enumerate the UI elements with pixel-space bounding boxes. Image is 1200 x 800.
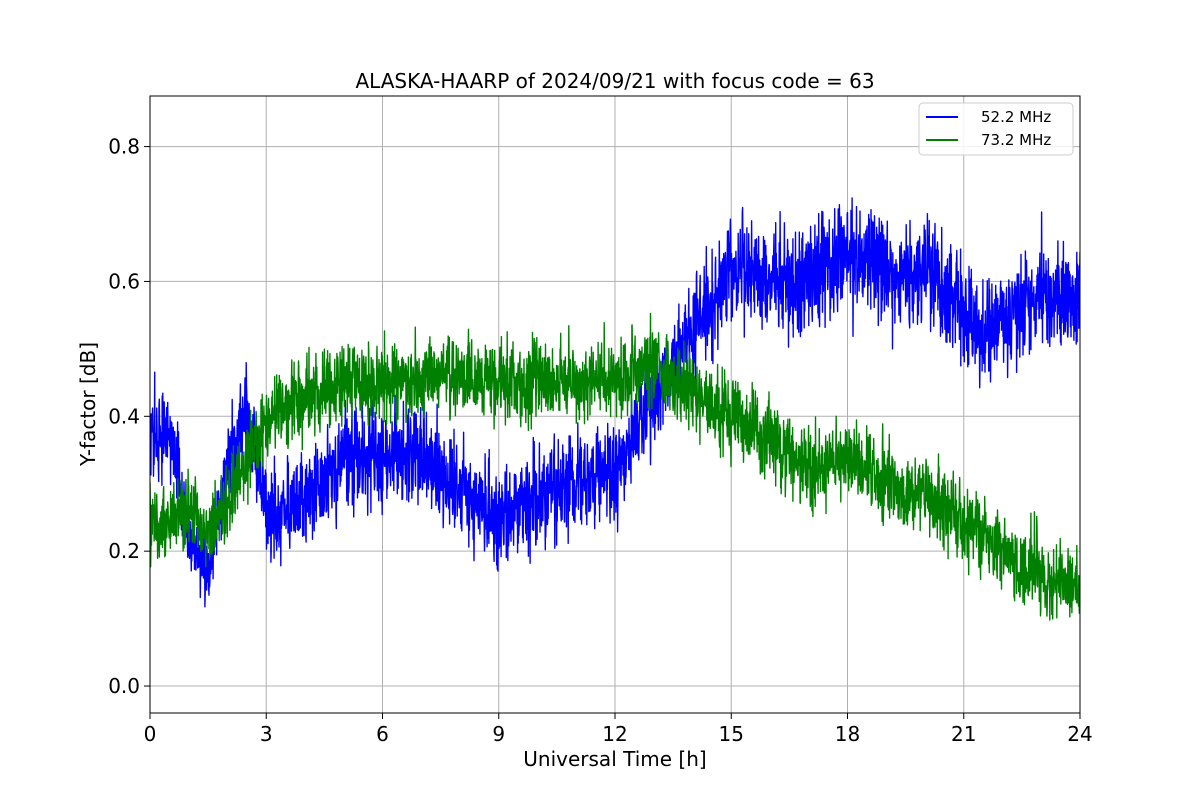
x-tick-label: 24 xyxy=(1067,722,1092,746)
series-line-52-2-mhz xyxy=(150,197,1080,608)
series-layer xyxy=(150,197,1080,621)
x-tick-label: 12 xyxy=(602,722,627,746)
legend-label-52-2-mhz: 52.2 MHz xyxy=(981,108,1051,126)
series-line-73-2-mhz xyxy=(150,312,1080,621)
y-tick-label: 0.4 xyxy=(108,404,140,428)
legend-label-73-2-mhz: 73.2 MHz xyxy=(981,131,1051,149)
x-axis-label: Universal Time [h] xyxy=(523,747,706,771)
y-tick-label: 0.6 xyxy=(108,269,140,293)
chart-title: ALASKA-HAARP of 2024/09/21 with focus co… xyxy=(355,69,874,93)
x-tick-label: 3 xyxy=(260,722,273,746)
x-axis-ticks: 0 3 6 9 12 15 18 21 24 xyxy=(144,713,1093,746)
x-tick-label: 21 xyxy=(951,722,976,746)
y-axis-label: Y-factor [dB] xyxy=(76,342,100,467)
y-tick-label: 0.2 xyxy=(108,539,140,563)
x-tick-label: 18 xyxy=(835,722,860,746)
x-tick-label: 0 xyxy=(144,722,157,746)
x-tick-label: 6 xyxy=(376,722,389,746)
x-tick-label: 9 xyxy=(492,722,505,746)
y-axis-ticks: 0.0 0.2 0.4 0.6 0.8 xyxy=(108,135,150,698)
x-tick-label: 15 xyxy=(719,722,744,746)
legend: 52.2 MHz 73.2 MHz xyxy=(918,102,1074,156)
y-tick-label: 0.0 xyxy=(108,674,140,698)
y-tick-label: 0.8 xyxy=(108,135,140,159)
